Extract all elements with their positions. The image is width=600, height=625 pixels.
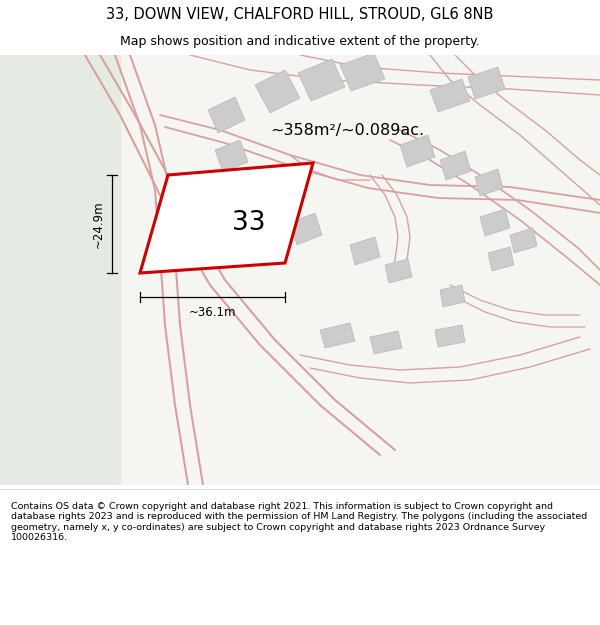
Polygon shape — [468, 67, 505, 99]
Polygon shape — [298, 59, 345, 101]
Polygon shape — [340, 53, 385, 91]
Polygon shape — [320, 323, 355, 348]
Polygon shape — [440, 285, 465, 307]
Polygon shape — [385, 259, 412, 283]
Polygon shape — [480, 209, 510, 236]
Text: Map shows position and indicative extent of the property.: Map shows position and indicative extent… — [120, 35, 480, 48]
Text: ~358m²/~0.089ac.: ~358m²/~0.089ac. — [270, 122, 424, 138]
Polygon shape — [435, 325, 465, 347]
Polygon shape — [430, 79, 470, 112]
Text: ~36.1m: ~36.1m — [189, 306, 236, 319]
Polygon shape — [215, 140, 248, 172]
Polygon shape — [178, 175, 210, 207]
Text: 33, DOWN VIEW, CHALFORD HILL, STROUD, GL6 8NB: 33, DOWN VIEW, CHALFORD HILL, STROUD, GL… — [106, 8, 494, 22]
Polygon shape — [370, 331, 402, 354]
Polygon shape — [290, 213, 322, 245]
Polygon shape — [488, 247, 514, 271]
Polygon shape — [440, 151, 471, 180]
Polygon shape — [475, 169, 503, 196]
Polygon shape — [200, 220, 232, 252]
Text: ~24.9m: ~24.9m — [91, 200, 104, 248]
Polygon shape — [350, 237, 380, 265]
Polygon shape — [400, 135, 435, 167]
Polygon shape — [510, 228, 537, 253]
Polygon shape — [255, 197, 287, 229]
Text: 33: 33 — [232, 211, 265, 236]
Text: Contains OS data © Crown copyright and database right 2021. This information is : Contains OS data © Crown copyright and d… — [11, 502, 587, 542]
Polygon shape — [255, 70, 300, 113]
Polygon shape — [140, 163, 313, 273]
Bar — [0, 55, 120, 485]
Polygon shape — [208, 97, 245, 133]
